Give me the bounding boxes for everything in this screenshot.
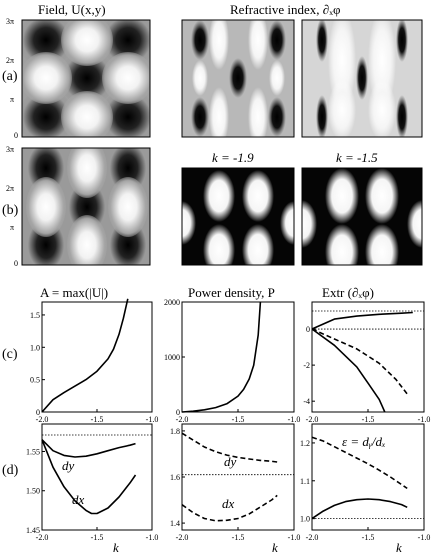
plot-frame (311, 301, 425, 413)
x-tick-label: -1.0 (146, 533, 159, 542)
chart-d3-eps: 1.2 1.1 1.0 -2.0 -1.5 -1.0 (300, 423, 431, 542)
chart-c2-power: 2000 1000 0-2.0 -1.5 -1.0 (164, 298, 300, 424)
map-b-refr-2-frame (301, 167, 423, 266)
map-tick-pi-a: π (10, 95, 14, 104)
map-tick-pi-b: π (10, 223, 14, 232)
y-tick-label: 0 (306, 325, 310, 334)
x-tick-label: -1.0 (418, 415, 431, 424)
label-dx-d1: dx (72, 492, 85, 507)
map-a-refr-1-frame (181, 19, 295, 138)
map-tick-0-a: 0 (14, 131, 18, 140)
header-eps: ε = dᵧ/dₓ (342, 434, 386, 449)
series-line-dy (41, 439, 136, 458)
series-line-dashed (311, 328, 408, 395)
map-b-field (22, 148, 150, 265)
y-tick-label: 1.5 (30, 311, 40, 320)
row-label-b: (b) (2, 203, 19, 218)
header-extr: Extr (∂ₓφ) (322, 285, 374, 300)
header-refractive-index: Refractive index, ∂ₓφ (230, 2, 340, 17)
plot-frame (181, 423, 295, 531)
y-tick-label: 0.5 (30, 376, 40, 385)
y-tick-label: 1.0 (300, 515, 310, 524)
x-tick-label: -1.5 (362, 533, 375, 542)
y-tick-label: 0 (36, 408, 40, 417)
map-b-refr-2 (302, 168, 422, 265)
series-line-dashed (311, 436, 408, 490)
y-tick-label: 1.4 (170, 519, 180, 528)
map-a-refr-2-frame (301, 19, 423, 138)
y-tick-label: 1.50 (26, 487, 40, 496)
x-tick-label: -1.5 (91, 533, 104, 542)
x-tick-label: -1.0 (418, 533, 431, 542)
map-a-field-blobs (22, 20, 150, 137)
header-k-b: k = -1.5 (336, 150, 378, 165)
label-dy-d2: dy (224, 454, 237, 469)
y-tick-label: -4 (303, 397, 310, 406)
y-tick-label: 1.45 (26, 526, 40, 535)
x-tick-label: -1.5 (362, 415, 375, 424)
map-tick-2pi-b: 2π (6, 184, 14, 193)
x-tick-label: -1.5 (232, 533, 245, 542)
x-tick-label: -1.0 (146, 415, 159, 424)
y-tick-label: 1.1 (300, 477, 310, 486)
header-k-a: k = -1.9 (212, 150, 254, 165)
y-tick-label: 1.0 (30, 343, 40, 352)
series-line-solid (311, 311, 413, 330)
x-tick-label: -1.0 (288, 533, 301, 542)
series-line-solid (41, 298, 129, 413)
xlabel-k-3: k (396, 540, 402, 555)
map-tick-0-b: 0 (14, 259, 18, 268)
y-tick-label: -2 (303, 361, 310, 370)
header-power: Power density, P (188, 285, 275, 300)
map-ticks-row-b: 3π 2π π 0 (6, 145, 18, 268)
series-line-solid (311, 328, 386, 413)
x-tick-label: -2.0 (36, 415, 49, 424)
map-tick-3pi-b: 3π (6, 145, 14, 154)
x-tick-label: -2.0 (176, 415, 189, 424)
map-b-field-frame (21, 147, 151, 266)
x-tick-label: -2.0 (36, 533, 49, 542)
map-a-field (22, 20, 150, 137)
x-tick-label: -1.5 (232, 415, 245, 424)
row-label-a: (a) (2, 69, 18, 84)
chart-d1-widths: 1.55 1.50 1.45-2.0 -1.5 -1.0 (26, 423, 159, 542)
header-field: Field, U(x,y) (38, 2, 106, 17)
map-tick-3pi-a: 3π (6, 17, 14, 26)
map-a-refr-2 (302, 20, 422, 137)
map-a-refr-1 (182, 20, 294, 137)
series-line-dx (41, 439, 137, 515)
map-a-field-frame (21, 19, 151, 138)
y-tick-label: 1.2 (300, 439, 310, 448)
xlabel-k-1: k (113, 540, 119, 555)
xlabel-k-2: k (272, 540, 278, 555)
series-line-solid (311, 498, 408, 520)
series-line-dx (181, 494, 278, 522)
label-dy-d1: dy (62, 458, 75, 473)
row-label-d: (d) (2, 463, 19, 478)
x-tick-label: -1.5 (91, 415, 104, 424)
y-tick-label: 1.55 (26, 447, 40, 456)
y-tick-label: 0 (176, 408, 180, 417)
map-ticks-row-a: 3π 2π π 0 (6, 17, 18, 140)
y-tick-label: 1.8 (170, 427, 180, 436)
y-tick-label: 1.6 (170, 473, 180, 482)
x-tick-label: -1.0 (288, 415, 301, 424)
x-tick-label: -2.0 (306, 533, 319, 542)
y-tick-label: 2000 (164, 298, 180, 307)
x-tick-label: -2.0 (176, 533, 189, 542)
row-label-c: (c) (2, 347, 18, 362)
chart-c1-amplitude: 1.5 1.0 0.5 0-2.0 -1.5 -1.0 (30, 298, 159, 424)
chart-d2-widths: 1.8 1.6 1.4 -2.0 -1.5 -1.0 (170, 423, 301, 542)
chart-c3-extr: 0 -2 -4 -2.0 -1.5 -1.0 (303, 301, 431, 424)
map-b-refr-1-frame (181, 167, 295, 266)
y-tick-label: 1000 (164, 353, 180, 362)
map-b-refr-1 (182, 168, 294, 265)
series-line-dy (181, 432, 278, 463)
x-tick-label: -2.0 (306, 415, 319, 424)
header-A: A = max(|U|) (40, 285, 108, 300)
map-tick-2pi-a: 2π (6, 56, 14, 65)
label-dx-d2: dx (222, 496, 235, 511)
series-line-solid (181, 301, 262, 413)
